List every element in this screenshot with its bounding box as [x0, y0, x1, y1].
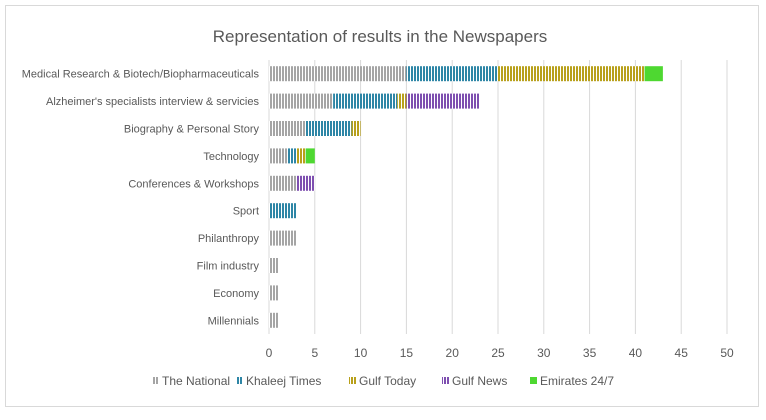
bar-the-national [269, 121, 306, 136]
bar-khaleej-times [333, 93, 398, 109]
category-label: Technology [203, 151, 259, 163]
bar-emirates-24-7 [305, 148, 315, 164]
x-tick-label: 15 [400, 346, 414, 360]
bar-the-national [269, 175, 297, 191]
x-tick-labels: 0 5 10 15 20 25 30 35 40 45 50 [266, 346, 734, 360]
bar-khaleej-times [287, 148, 297, 164]
category-labels: Medical Research & Biotech/Biopharmaceut… [22, 69, 260, 328]
legend-label: The National [162, 374, 230, 388]
legend-swatch [236, 377, 243, 384]
x-tick-label: 40 [629, 346, 643, 360]
bar-the-national [269, 258, 279, 273]
chart-title: Representation of results in the Newspap… [213, 27, 548, 46]
category-label: Medical Research & Biotech/Biopharmaceut… [22, 69, 260, 81]
x-tick-label: 20 [446, 346, 460, 360]
x-tick-label: 35 [583, 346, 597, 360]
bar-the-national [269, 230, 297, 246]
bar-the-national [269, 312, 279, 328]
x-tick-label: 30 [537, 346, 551, 360]
x-tick-label: 50 [720, 346, 734, 360]
legend-swatch [152, 377, 159, 384]
bar-gulf-today [351, 121, 361, 136]
x-tick-label: 25 [491, 346, 505, 360]
legend-label: Gulf News [452, 374, 507, 388]
bar-emirates-24-7 [644, 66, 663, 82]
bar-gulf-today [397, 93, 407, 109]
category-label: Biography & Personal Story [124, 124, 260, 136]
bar-gulf-news [406, 93, 480, 109]
legend-swatch [349, 377, 356, 384]
x-tick-label: 5 [311, 346, 318, 360]
x-tick-label: 10 [354, 346, 368, 360]
bar-gulf-news [296, 175, 315, 191]
bar-gulf-today [498, 66, 645, 82]
category-label: Film industry [197, 261, 260, 273]
category-label: Millennials [208, 315, 260, 327]
bars [269, 66, 663, 328]
bar-the-national [269, 148, 288, 164]
legend: The National Khaleej Times Gulf Today Gulf … [152, 374, 614, 388]
category-label: Alzheimer's specialists interview & serv… [46, 96, 259, 108]
legend-label: Emirates 24/7 [540, 374, 614, 388]
legend-label: Gulf Today [359, 374, 416, 388]
legend-label: Khaleej Times [246, 374, 321, 388]
legend-swatch [442, 377, 449, 384]
bar-khaleej-times [269, 203, 297, 219]
category-label: Economy [213, 288, 259, 300]
x-tick-label: 45 [675, 346, 689, 360]
bar-khaleej-times [305, 121, 352, 136]
category-label: Sport [233, 206, 259, 218]
bar-the-national [269, 285, 279, 301]
bar-the-national [269, 93, 334, 109]
bar-khaleej-times [406, 66, 498, 82]
bar-gulf-today [296, 148, 306, 164]
category-label: Philanthropy [198, 233, 260, 245]
legend-swatch [530, 377, 537, 384]
x-tick-label: 0 [266, 346, 273, 360]
bar-the-national [269, 66, 407, 82]
category-label: Conferences & Workshops [128, 178, 259, 190]
